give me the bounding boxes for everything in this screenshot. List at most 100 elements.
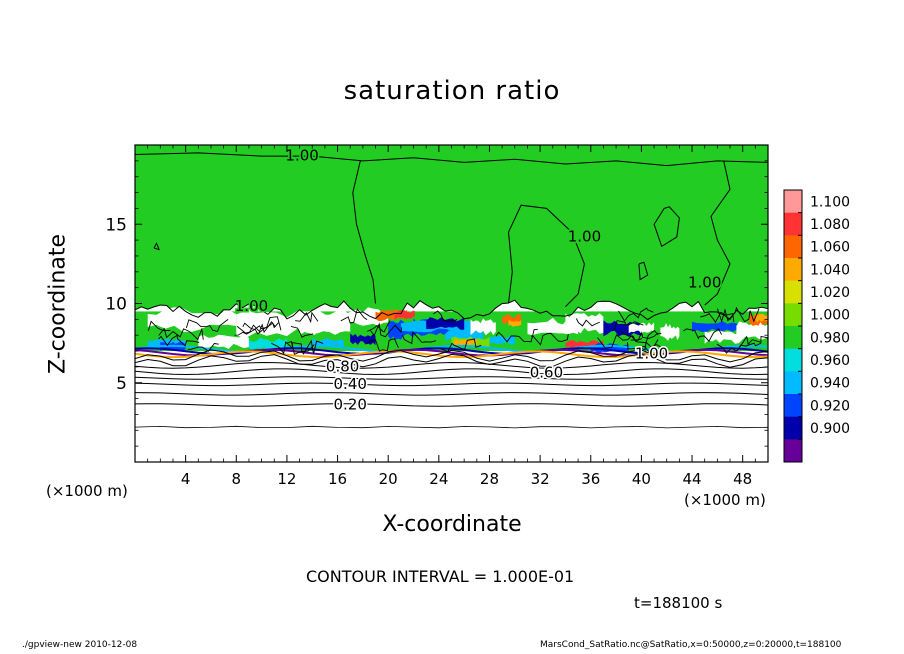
contour-lines: 1.00 1.00 1.00 1.00 1.00 0.80 0.60 0.40 0.20: [135, 145, 768, 429]
cloud-patch: [736, 320, 768, 340]
contour-label: 0.80: [326, 357, 359, 375]
cloud-patch: [248, 337, 287, 352]
contour-line: [290, 325, 313, 338]
cloud-patch: [454, 339, 477, 346]
contour-line: [242, 316, 282, 331]
cloud-patch: [147, 307, 237, 332]
colorbar-label: 0.940: [810, 376, 850, 392]
y-tick-label: 5: [116, 374, 127, 394]
contour-line: [618, 307, 654, 322]
x-tick-label: 20: [379, 470, 398, 488]
colorbar: 1.100 1.080 1.060 1.040 1.020 1.000 0.980 0.960…: [783, 189, 850, 463]
contour-line-0-30: [135, 392, 768, 396]
contour-line-1-00: [135, 299, 768, 321]
colorbar-label: 0.980: [810, 330, 850, 346]
colorbar-label: 0.900: [810, 421, 850, 437]
contour-line: [495, 328, 538, 343]
x-tick-label: 48: [733, 470, 752, 488]
x-axis-label: X-coordinate: [382, 512, 522, 537]
colorbar-label: 1.000: [810, 308, 850, 324]
x-tick-label: 12: [277, 470, 296, 488]
contour-label: 1.00: [635, 345, 668, 363]
x-axis-unit-label-right: (×1000 m): [684, 491, 766, 509]
contour-line: [158, 327, 204, 341]
x-tick-label: 40: [632, 470, 651, 488]
contour-line-1-00: [704, 160, 731, 306]
contour-line: [627, 339, 659, 351]
contour-label: 1.00: [235, 297, 268, 315]
contour-line-1-00: [507, 204, 585, 308]
footer-right: MarsCond_SatRatio.nc@SatRatio,x=0:50000,…: [540, 640, 842, 650]
contour-line-0-80: [135, 353, 768, 368]
colorbar-segment: [784, 258, 802, 282]
contour-line-1-00: [638, 261, 649, 281]
colorbar-segment: [784, 235, 802, 259]
colorbar-segment: [784, 280, 802, 304]
contour-label: 1.00: [285, 147, 318, 165]
contour-label: 0.20: [334, 395, 367, 413]
colorbar-segment: [784, 190, 802, 214]
contour-line: [295, 311, 319, 324]
cloud-patch: [198, 334, 249, 349]
contour-line: [640, 344, 663, 353]
contour-line: [440, 338, 482, 353]
colorbar-label: 1.040: [810, 262, 850, 278]
contour-line-1-00: [653, 206, 680, 248]
contour-line: [433, 310, 458, 322]
contour-line: [700, 311, 735, 324]
cloud-patch: [755, 313, 768, 323]
contour-line: [575, 318, 600, 327]
colorbar-label: 1.080: [810, 217, 850, 233]
cloud-patch: [470, 318, 496, 336]
contour-line-0-50: [135, 376, 768, 380]
contour-line: [530, 332, 569, 346]
contour-line: [370, 322, 403, 338]
x-tick-label: 24: [429, 470, 448, 488]
contour-line: [716, 342, 762, 354]
cloud-patch: [394, 310, 415, 320]
contour-line-0-70: [135, 361, 768, 369]
cloud-patch: [489, 335, 515, 345]
colorbar-segment: [784, 416, 802, 440]
contour-line-1-00: [153, 242, 160, 251]
cloud-patch: [692, 321, 743, 333]
contour-label: 0.60: [530, 364, 563, 382]
contour-line: [621, 329, 659, 344]
contour-line: [739, 335, 768, 348]
cloud-patch: [508, 319, 522, 327]
y-tick-label: 10: [105, 295, 127, 315]
cloud-patch: [660, 323, 680, 341]
colorbar-segment: [784, 326, 802, 350]
contour-interval-note: CONTOUR INTERVAL = 1.000E-01: [306, 567, 575, 586]
contour-line: [236, 321, 276, 334]
contour-line-0-40: [135, 382, 768, 387]
contour-line: [158, 334, 200, 347]
contour-line-0-90: [135, 349, 768, 363]
colorbar-segment: [784, 394, 802, 418]
contour-label: 1.00: [568, 227, 601, 245]
contour-line: [340, 308, 368, 324]
colorbar-label: 1.100: [810, 194, 850, 210]
colorbar-segment: [784, 348, 802, 372]
contour-line-0-20: [135, 403, 768, 407]
colorbar-segment: [784, 439, 802, 463]
x-tick-label: 44: [682, 470, 701, 488]
contour-label: 0.40: [334, 375, 367, 393]
cloud-base-band: [135, 350, 768, 359]
contour-line: [286, 339, 324, 355]
contour-line: [185, 319, 229, 333]
colorbar-segment: [784, 371, 802, 395]
cloud-patch: [704, 330, 743, 344]
x-tick-label: 28: [480, 470, 499, 488]
contour-line-1-00: [135, 152, 768, 167]
footer-left: ./gpview-new 2010-12-08: [22, 640, 138, 650]
colorbar-label: 1.020: [810, 285, 850, 301]
colorbar-segment: [784, 212, 802, 236]
contour-line: [147, 320, 171, 332]
cloud-patch: [628, 322, 655, 334]
colorbar-label: 1.060: [810, 240, 850, 256]
contour-line-0-60: [135, 368, 768, 376]
saturated-region: [135, 145, 768, 320]
